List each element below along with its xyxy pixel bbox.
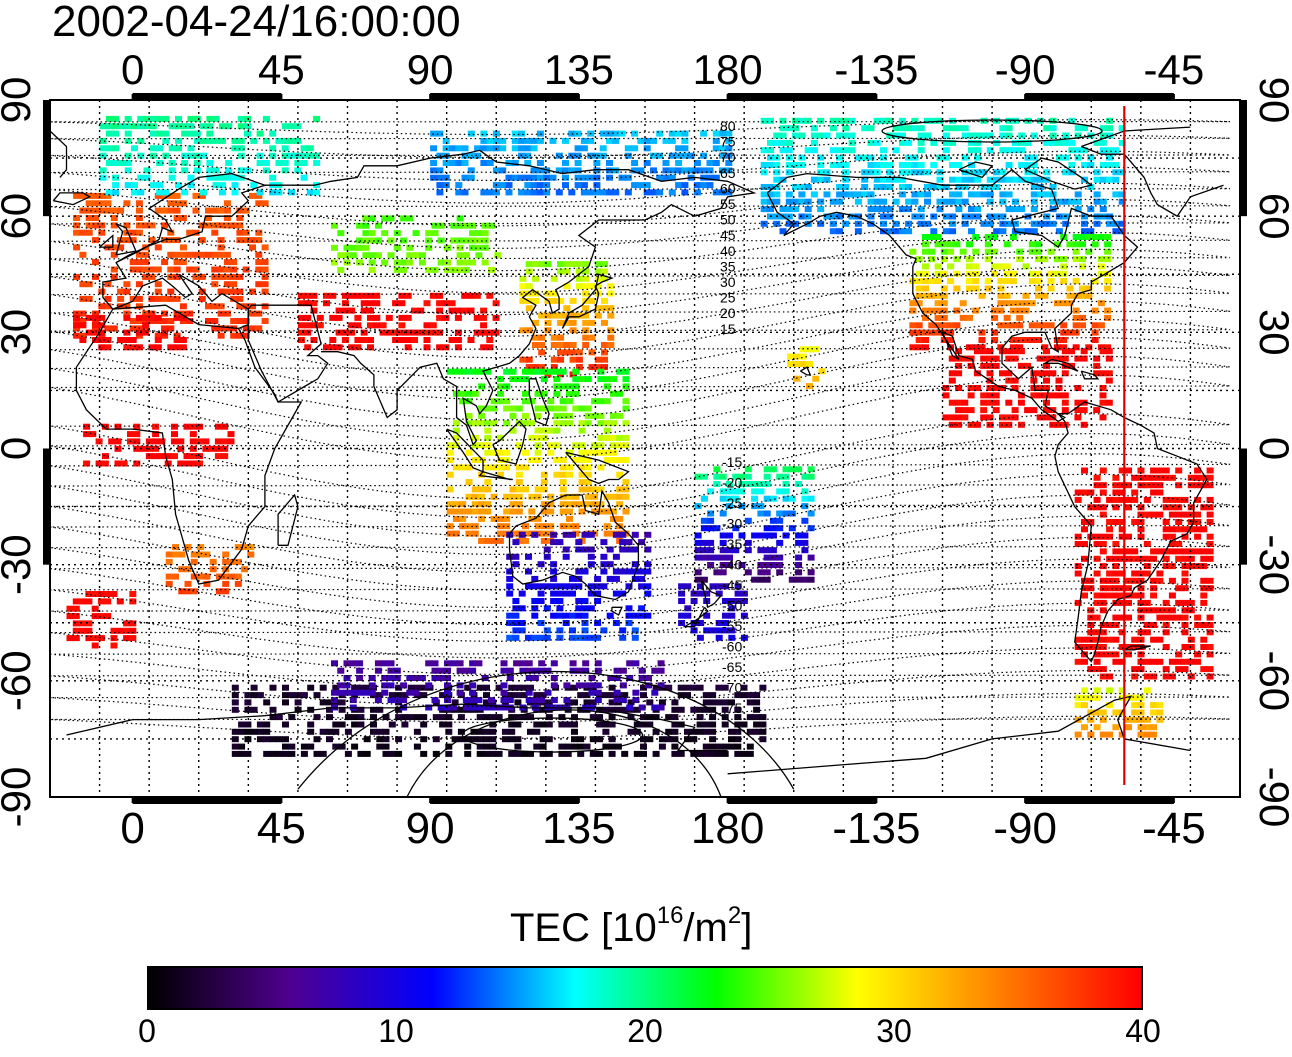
left-lat-label: 0 xyxy=(0,437,39,460)
contour-label: -60 xyxy=(722,639,742,655)
top-lon-label: 90 xyxy=(407,46,454,93)
tec-region-south-asia xyxy=(297,292,500,351)
colorbar-title-exp2: 2 xyxy=(727,902,742,929)
tec-region-antarctic xyxy=(231,684,767,757)
colorbar-title-mid: /m xyxy=(683,906,728,950)
contour-label: -20 xyxy=(722,475,742,491)
contour-label: -75 xyxy=(722,700,742,716)
bottom-lon-label: 45 xyxy=(257,804,306,853)
top-lon-label: 45 xyxy=(258,46,305,93)
bottom-lon-label: -90 xyxy=(993,804,1057,853)
bottom-lon-label: -135 xyxy=(832,804,920,853)
contour-label: 80 xyxy=(720,118,736,134)
contour-label: -40 xyxy=(722,557,742,573)
bottom-lon-label: 90 xyxy=(406,804,455,853)
contour-label: -70 xyxy=(722,680,742,696)
contour-label: 25 xyxy=(720,290,736,306)
left-lat-label: 30 xyxy=(0,309,39,356)
contour-label: -45 xyxy=(722,577,742,593)
right-lat-label: -60 xyxy=(1251,650,1292,711)
top-lon-label: -45 xyxy=(1144,46,1205,93)
contour-label: -15 xyxy=(722,454,742,470)
colorbar-tick-label: 40 xyxy=(1125,1013,1161,1049)
bottom-lon-label: 0 xyxy=(120,804,144,853)
top-lon-label: -90 xyxy=(995,46,1056,93)
left-lat-label: -30 xyxy=(0,534,39,595)
contour-label: -30 xyxy=(722,516,742,532)
bottom-lon-label: -45 xyxy=(1142,804,1206,853)
right-lat-label: 60 xyxy=(1251,193,1292,240)
right-lat-label: 0 xyxy=(1251,437,1292,460)
left-lat-label: 60 xyxy=(0,193,39,240)
top-lon-label: 0 xyxy=(121,46,144,93)
page-title: 2002-04-24/16:00:00 xyxy=(52,0,461,46)
tec-region-south-atlantic xyxy=(66,591,137,649)
top-lon-label: 180 xyxy=(693,46,763,93)
contour-label: -55 xyxy=(722,618,742,634)
bottom-lon-label: 135 xyxy=(542,804,615,853)
right-lat-label: -90 xyxy=(1251,767,1292,828)
tec-region-australia xyxy=(506,531,652,641)
contour-label: 40 xyxy=(720,243,736,259)
colorbar-title-exp1: 16 xyxy=(656,902,684,929)
contour-label: 45 xyxy=(720,227,736,243)
tec-region-southern-ocean xyxy=(331,660,665,711)
tec-region-alaska-canada xyxy=(760,117,1126,235)
colorbar-tick-label: 20 xyxy=(627,1013,663,1049)
grid-lines xyxy=(50,100,1240,797)
right-lat-label: -30 xyxy=(1251,534,1292,595)
contour-label: 55 xyxy=(720,196,736,212)
tec-region-pacific xyxy=(694,466,815,583)
top-lon-label: -135 xyxy=(834,46,918,93)
colorbar-title-end: ] xyxy=(741,906,753,950)
tec-region-central-america xyxy=(942,348,1113,428)
contour-label: -35 xyxy=(722,536,742,552)
map-frame xyxy=(43,93,1247,804)
contour-label: -50 xyxy=(722,598,742,614)
contour-label: -25 xyxy=(722,495,742,511)
tec-region-west-africa xyxy=(83,423,235,467)
top-lon-label: 135 xyxy=(544,46,614,93)
colorbar-tick-label: 30 xyxy=(876,1013,912,1049)
tec-region-siberia xyxy=(430,130,733,196)
colorbar-title: TEC [1016/m2] xyxy=(510,904,752,952)
left-lat-label: -90 xyxy=(0,767,39,828)
contour-label: 15 xyxy=(720,321,736,337)
tec-region-new-zealand xyxy=(678,583,748,641)
tec-region-southeast-asia xyxy=(446,368,630,544)
colorbar xyxy=(147,966,1143,1010)
axis-labels: 0 45 90 135 180 -135 -90 -45 0 45 90 135 180 -135 -90 -… xyxy=(0,46,1292,853)
left-lat-label: -60 xyxy=(0,650,39,711)
contour-label: 35 xyxy=(720,258,736,274)
colorbar-tick-label: 0 xyxy=(138,1013,156,1049)
contour-label: 65 xyxy=(720,165,736,181)
right-lat-label: 90 xyxy=(1251,77,1292,124)
contour-label: 30 xyxy=(720,274,736,290)
contour-label: -65 xyxy=(722,659,742,675)
contour-label: 60 xyxy=(720,180,736,196)
tec-region-antarctic-peninsula xyxy=(1074,687,1164,738)
left-lat-label: 90 xyxy=(0,77,39,124)
contour-label: 75 xyxy=(720,134,736,150)
colorbar-tick-label: 10 xyxy=(378,1013,414,1049)
colorbar-title-main: TEC [10 xyxy=(510,906,657,950)
bottom-lon-label: 180 xyxy=(691,804,764,853)
right-lat-label: 30 xyxy=(1251,309,1292,356)
contour-label: 20 xyxy=(720,305,736,321)
contour-label: 50 xyxy=(720,212,736,228)
contour-label: 70 xyxy=(720,149,736,165)
